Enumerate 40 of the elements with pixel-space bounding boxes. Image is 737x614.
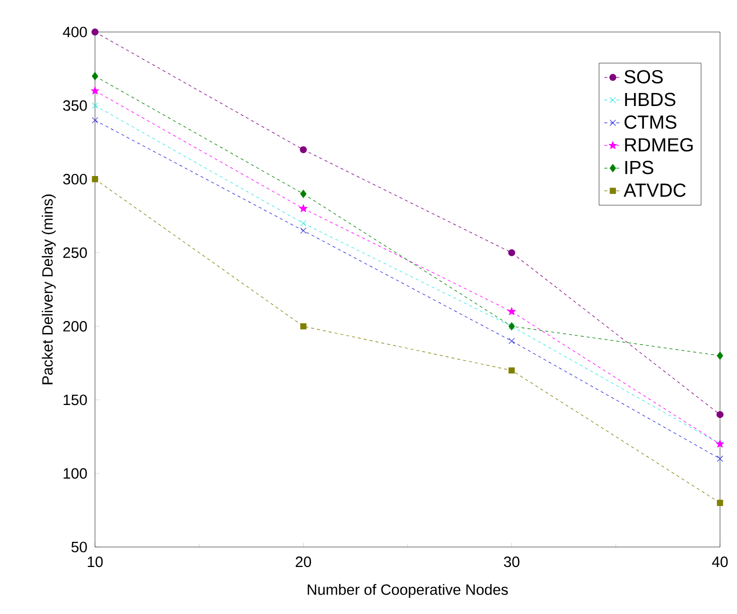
point bbox=[300, 220, 306, 226]
x-tick-label: 20 bbox=[296, 556, 312, 568]
point bbox=[90, 86, 100, 94]
x-tick-label: 10 bbox=[88, 556, 103, 568]
y-tick-label: 300 bbox=[63, 174, 87, 184]
y-tick-label: 400 bbox=[62, 26, 87, 38]
point bbox=[508, 249, 516, 256]
y-tick-label: 150 bbox=[64, 394, 87, 406]
y-tick-label: 250 bbox=[63, 247, 87, 258]
legend-label: SOS bbox=[624, 70, 663, 84]
point bbox=[300, 190, 306, 198]
point bbox=[300, 146, 307, 154]
legend-label: RDMEG bbox=[625, 138, 693, 152]
y-tick-label: 50 bbox=[71, 542, 87, 552]
y-tick-label: 200 bbox=[63, 320, 87, 332]
y-tick-label: 350 bbox=[63, 100, 87, 111]
point bbox=[92, 102, 98, 109]
point bbox=[508, 307, 516, 316]
x-axis-title: Number of Cooperative Nodes bbox=[308, 584, 508, 598]
point bbox=[716, 352, 724, 360]
legend-label: IPS bbox=[625, 160, 654, 174]
x-tick-label: 30 bbox=[504, 556, 520, 568]
x-tick-label: 40 bbox=[712, 556, 728, 568]
point bbox=[508, 367, 515, 374]
point bbox=[716, 411, 724, 418]
point bbox=[92, 72, 98, 80]
point bbox=[508, 338, 515, 344]
point bbox=[716, 500, 724, 506]
point bbox=[300, 228, 306, 234]
point bbox=[92, 117, 98, 124]
y-axis-title: Packet Delivery Delay (mins) bbox=[42, 194, 56, 384]
point bbox=[299, 204, 308, 212]
point bbox=[92, 28, 98, 36]
legend-label: CTMS bbox=[624, 115, 676, 129]
y-tick-label: 100 bbox=[64, 468, 87, 479]
point bbox=[716, 456, 724, 462]
legend-label: ATVDC bbox=[624, 183, 686, 197]
point bbox=[300, 323, 306, 330]
point bbox=[92, 176, 98, 182]
legend-label: HBDS bbox=[625, 92, 676, 106]
